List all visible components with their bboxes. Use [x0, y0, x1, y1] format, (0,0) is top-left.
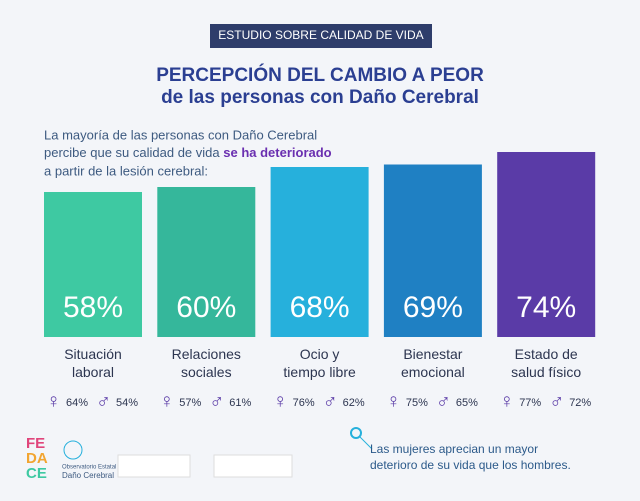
gender-value: 57%: [179, 397, 201, 409]
intro-highlight: se ha deteriorado: [223, 145, 331, 160]
legend-symbol: ♀: [499, 390, 514, 412]
legend-symbol: ♂: [436, 390, 451, 412]
legend-symbol: ♀: [46, 390, 61, 412]
category-label: Situación laboral: [64, 346, 122, 380]
bar: [383, 164, 482, 337]
intro: a partir de la lesión cerebral:: [44, 163, 208, 178]
legend-symbol: ♂: [549, 390, 564, 412]
bar: [270, 167, 369, 337]
gender-value: 61%: [229, 397, 251, 409]
legend-symbol: ♂: [209, 390, 224, 412]
gender-value: 76%: [293, 397, 315, 409]
category-label: Relaciones sociales: [171, 346, 241, 380]
bar: [157, 187, 256, 337]
intro: percibe que su calidad de vida se ha det…: [44, 145, 332, 160]
legend-symbol: ♂: [96, 390, 111, 412]
value-label: 68%: [290, 291, 350, 324]
value-label: 60%: [176, 291, 236, 324]
intro: La mayoría de las personas con Daño Cere…: [44, 127, 317, 142]
note-pointer: [359, 436, 373, 450]
banner-box: [210, 24, 432, 48]
note: Las mujeres aprecian un mayor deterioro …: [370, 442, 571, 472]
logo: DA: [26, 450, 48, 467]
chart-subtitle: de las personas con Daño Cerebral: [161, 87, 479, 108]
value-label: 69%: [403, 291, 463, 324]
gender-value: 64%: [66, 397, 88, 409]
observatory: Daño Cerebral: [62, 471, 114, 480]
gender-value: 75%: [406, 397, 428, 409]
legend-symbol: ♂: [323, 390, 338, 412]
gender-value: 72%: [569, 397, 591, 409]
value-label: 74%: [516, 291, 576, 324]
legend-symbol: ♀: [273, 390, 288, 412]
logo: CE: [26, 465, 47, 482]
value-label: 58%: [63, 291, 123, 324]
banner: ESTUDIO SOBRE CALIDAD DE VIDA: [218, 28, 423, 42]
ministry-logo: [117, 454, 191, 478]
legend-symbol: ♀: [386, 390, 401, 412]
gender-value: 77%: [519, 397, 541, 409]
category-label: Ocio y tiempo libre: [283, 346, 356, 380]
category-label: Bienestar emocional: [400, 346, 465, 380]
note-icon: [350, 427, 362, 439]
bar: [44, 192, 142, 337]
gender-value: 54%: [116, 397, 138, 409]
ministry-logo: [213, 454, 293, 478]
category-label: Estado de salud físico: [511, 346, 582, 380]
observatory: Observatorio Estatal: [62, 465, 116, 471]
logo: FE: [26, 435, 45, 452]
bar: [497, 152, 596, 337]
chart-title: PERCEPCIÓN DEL CAMBIO A PEOR: [156, 64, 484, 86]
intro: percibe que su calidad de vida: [44, 145, 220, 160]
observatory-icon: [63, 440, 83, 460]
gender-value: 65%: [456, 397, 478, 409]
legend-symbol: ♀: [159, 390, 174, 412]
gender-value: 62%: [343, 397, 365, 409]
